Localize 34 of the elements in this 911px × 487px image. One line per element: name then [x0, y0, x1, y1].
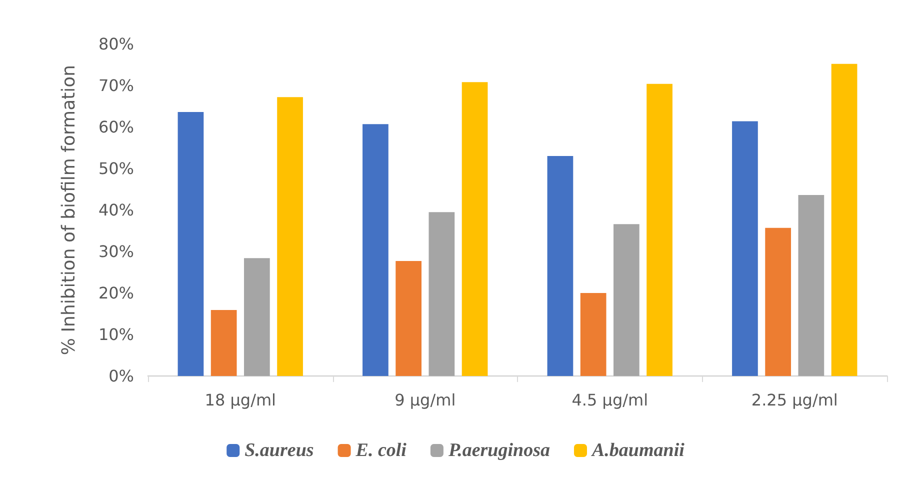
bar: [765, 228, 792, 376]
bar: [831, 64, 858, 376]
bar: [178, 112, 204, 376]
y-tick-label: 50%: [98, 159, 134, 178]
y-tick-label: 70%: [98, 76, 134, 95]
bar: [244, 258, 270, 376]
bar: [277, 97, 303, 376]
y-axis-title: % Inhibition of biofilm formation: [58, 64, 80, 356]
bar: [462, 82, 488, 376]
bar: [732, 121, 758, 376]
x-tick-label: 4.5 µg/ml: [572, 390, 648, 410]
bar: [428, 212, 455, 376]
bar: [362, 124, 388, 376]
y-tick-label: 40%: [98, 200, 134, 220]
legend-label: E. coli: [354, 440, 408, 461]
bar: [210, 310, 237, 376]
y-tick-label: 0%: [108, 366, 134, 386]
y-tick-label: 80%: [98, 34, 134, 54]
bar: [580, 293, 606, 376]
legend-label: S.aureus: [244, 440, 314, 461]
bar: [396, 261, 422, 376]
bar: [547, 156, 574, 376]
y-tick-label: 60%: [98, 118, 134, 136]
y-tick-label: 30%: [98, 242, 134, 261]
bar: [613, 224, 640, 376]
bar: [798, 195, 824, 376]
legend-label: P.aeruginosa: [447, 440, 550, 461]
y-tick-label: 10%: [98, 325, 134, 344]
y-tick-label: 20%: [98, 284, 134, 302]
x-tick-label: 2.25 µg/ml: [751, 390, 838, 410]
bar: [646, 84, 672, 376]
x-tick-label: 18 µg/ml: [204, 390, 276, 410]
x-tick-label: 9 µg/ml: [394, 390, 456, 410]
legend-label: A.baumanii: [590, 440, 686, 461]
